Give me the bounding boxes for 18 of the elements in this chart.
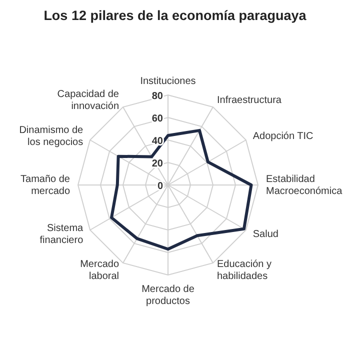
- y-tick-label: 80: [152, 91, 164, 102]
- spoke-label: Infraestructura: [217, 95, 282, 106]
- y-tick-label: 40: [152, 136, 164, 147]
- chart-title: Los 12 pilares de la economía paraguaya: [44, 8, 307, 23]
- spoke-label: Dinamismo de los negocios: [19, 125, 84, 148]
- spoke-label: Mercado laboral: [80, 258, 120, 282]
- spoke-label: Mercado de productos: [142, 284, 195, 307]
- spoke-label: Tamaño de mercado: [20, 174, 70, 197]
- spoke-label: Sistema financiero: [40, 223, 84, 246]
- y-tick-label: 20: [152, 158, 164, 170]
- spoke-label: Salud: [252, 229, 278, 240]
- y-tick-label: 0: [157, 181, 164, 192]
- spoke-label: Estabilidad Macroeconómica: [266, 174, 343, 197]
- y-tick-label: 60: [152, 114, 164, 124]
- spoke-label: Educación y habilidades: [217, 258, 272, 282]
- spoke-label: Instituciones: [140, 76, 196, 87]
- spoke-label: Adopción TIC: [252, 131, 314, 142]
- spoke-label: Capacidad de innovación: [57, 89, 120, 112]
